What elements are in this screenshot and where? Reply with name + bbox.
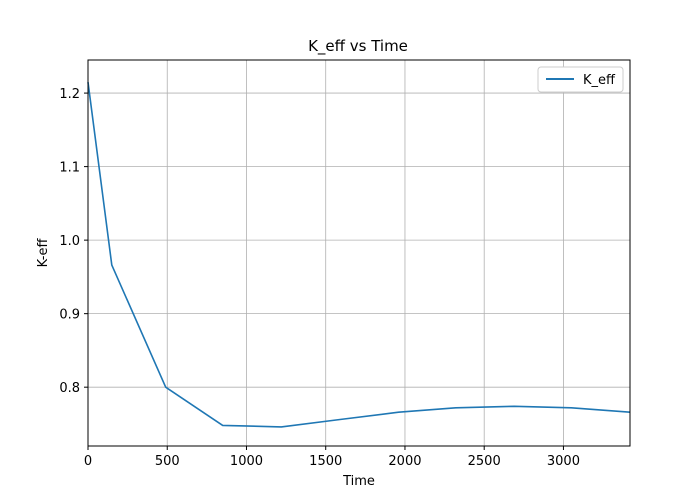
- y-tick-label: 1.0: [59, 234, 80, 249]
- y-tick-label: 1.1: [59, 161, 80, 176]
- y-tick-label: 0.8: [59, 381, 80, 396]
- x-axis-label: Time: [342, 474, 375, 489]
- x-tick-label: 500: [155, 454, 180, 469]
- x-tick-label: 2500: [468, 454, 501, 469]
- x-tick-label: 3000: [547, 454, 580, 469]
- series-layer: [87, 81, 631, 428]
- grid: [87, 60, 630, 446]
- legend: K_eff: [537, 66, 624, 93]
- series-line-k-eff: [87, 81, 631, 428]
- legend-label: K_eff: [583, 73, 616, 88]
- x-tick-label: 1000: [230, 454, 263, 469]
- y-axis-ticks: 0.8 0.9 1.0 1.1 1.2: [59, 87, 88, 396]
- x-tick-label: 2000: [388, 454, 421, 469]
- plot-frame: [87, 59, 631, 447]
- legend-box: [537, 66, 624, 93]
- x-tick-label: 1500: [309, 454, 342, 469]
- y-tick-label: 1.2: [59, 87, 80, 102]
- chart-title: K_eff vs Time: [308, 37, 408, 56]
- x-tick-label: 0: [84, 454, 92, 469]
- x-axis-ticks: 0 500 1000 1500 2000 2500 3000: [84, 446, 580, 469]
- y-axis-label: K-eff: [36, 238, 51, 268]
- y-tick-label: 0.9: [59, 308, 80, 323]
